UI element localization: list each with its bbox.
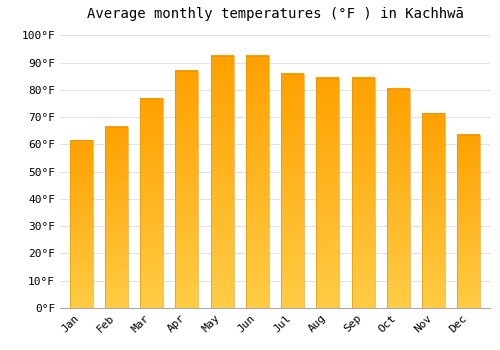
Bar [316, 78, 340, 308]
Title: Average monthly temperatures (°F ) in Kachhwā: Average monthly temperatures (°F ) in Ka… [86, 7, 464, 21]
Bar [105, 127, 128, 308]
Bar [176, 71, 199, 308]
Bar [210, 56, 234, 308]
Bar [458, 135, 480, 308]
Bar [246, 56, 269, 308]
Bar [422, 113, 445, 308]
Bar [387, 89, 410, 308]
Bar [281, 74, 304, 308]
Bar [70, 140, 92, 308]
Bar [140, 98, 163, 308]
Bar [352, 78, 374, 308]
